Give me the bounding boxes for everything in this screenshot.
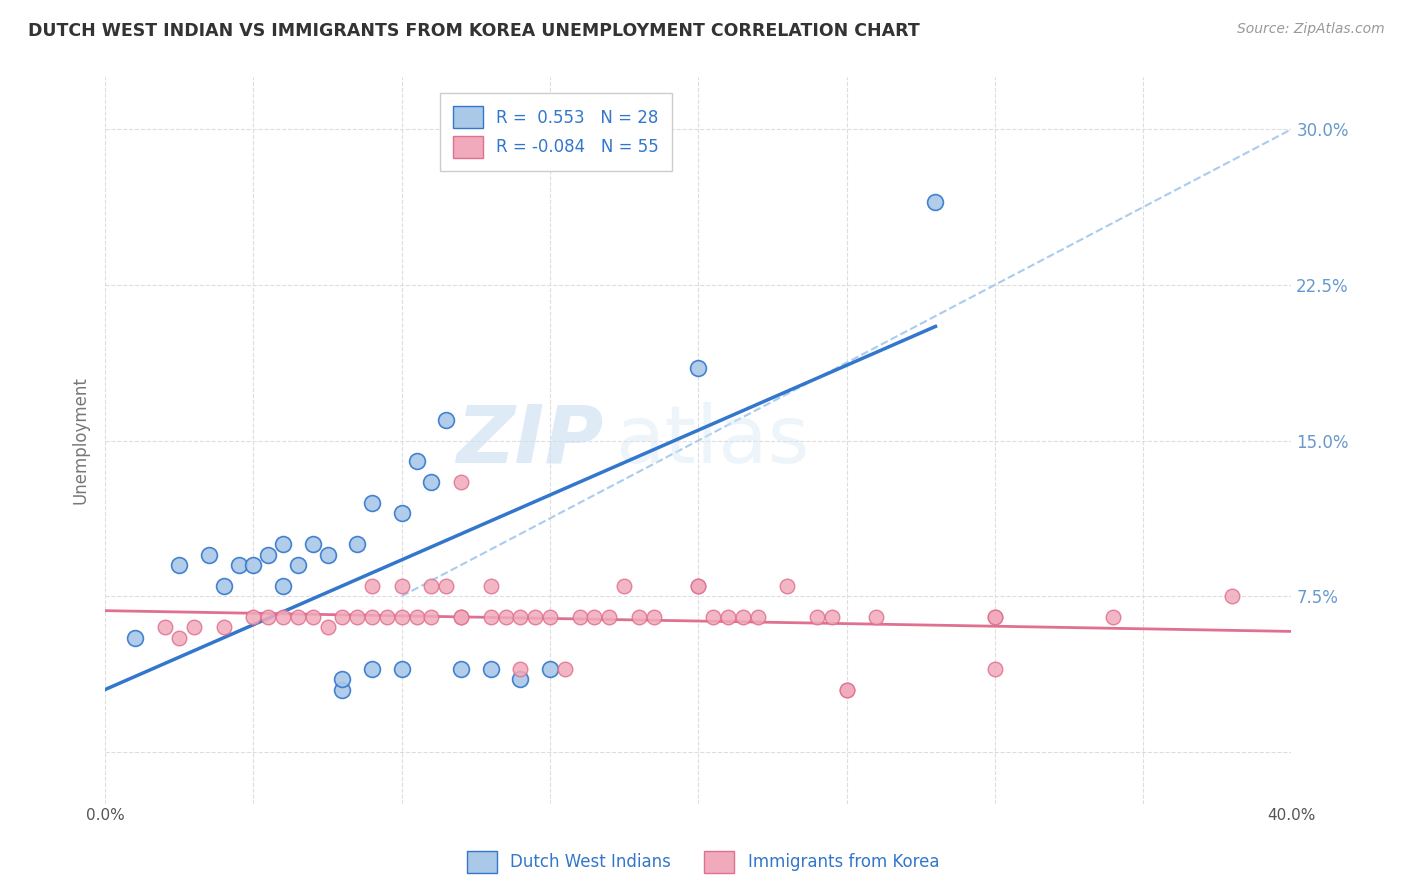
Point xyxy=(688,579,710,593)
Point xyxy=(509,672,531,686)
Point xyxy=(420,475,443,489)
Point xyxy=(301,610,323,624)
Legend: Dutch West Indians, Immigrants from Korea: Dutch West Indians, Immigrants from Kore… xyxy=(460,845,946,880)
Text: Source: ZipAtlas.com: Source: ZipAtlas.com xyxy=(1237,22,1385,37)
Point xyxy=(509,662,531,676)
Point xyxy=(538,662,561,676)
Text: atlas: atlas xyxy=(616,401,810,480)
Point xyxy=(257,610,280,624)
Point xyxy=(450,662,472,676)
Point xyxy=(212,620,235,634)
Point xyxy=(613,579,636,593)
Point xyxy=(643,610,665,624)
Point xyxy=(391,579,413,593)
Point xyxy=(479,610,502,624)
Point xyxy=(835,682,858,697)
Point xyxy=(924,194,946,209)
Point xyxy=(984,662,1007,676)
Point xyxy=(434,413,457,427)
Point xyxy=(405,610,427,624)
Point xyxy=(375,610,398,624)
Point xyxy=(509,610,531,624)
Point xyxy=(332,682,354,697)
Point xyxy=(301,537,323,551)
Text: DUTCH WEST INDIAN VS IMMIGRANTS FROM KOREA UNEMPLOYMENT CORRELATION CHART: DUTCH WEST INDIAN VS IMMIGRANTS FROM KOR… xyxy=(28,22,920,40)
Point xyxy=(316,548,339,562)
Point xyxy=(524,610,547,624)
Point xyxy=(420,610,443,624)
Point xyxy=(361,662,384,676)
Point xyxy=(169,631,191,645)
Point xyxy=(479,579,502,593)
Point xyxy=(865,610,887,624)
Point xyxy=(688,360,710,375)
Point xyxy=(183,620,205,634)
Point xyxy=(984,610,1007,624)
Point xyxy=(391,610,413,624)
Point xyxy=(153,620,176,634)
Point xyxy=(242,610,264,624)
Point xyxy=(538,610,561,624)
Point xyxy=(1102,610,1125,624)
Point xyxy=(271,610,294,624)
Point xyxy=(568,610,591,624)
Point xyxy=(361,579,384,593)
Point xyxy=(479,662,502,676)
Point xyxy=(583,610,606,624)
Point xyxy=(450,475,472,489)
Point xyxy=(688,579,710,593)
Point xyxy=(598,610,620,624)
Point xyxy=(835,682,858,697)
Y-axis label: Unemployment: Unemployment xyxy=(72,376,89,505)
Point xyxy=(212,579,235,593)
Point xyxy=(242,558,264,572)
Point xyxy=(717,610,740,624)
Point xyxy=(405,454,427,468)
Point xyxy=(257,548,280,562)
Point xyxy=(495,610,517,624)
Text: ZIP: ZIP xyxy=(456,401,603,480)
Point xyxy=(776,579,799,593)
Point xyxy=(627,610,650,624)
Point xyxy=(332,610,354,624)
Point xyxy=(346,610,368,624)
Point xyxy=(332,672,354,686)
Point xyxy=(821,610,844,624)
Point xyxy=(747,610,769,624)
Point xyxy=(1220,589,1243,603)
Point xyxy=(450,610,472,624)
Point xyxy=(391,506,413,520)
Legend: R =  0.553   N = 28, R = -0.084   N = 55: R = 0.553 N = 28, R = -0.084 N = 55 xyxy=(440,93,672,171)
Point xyxy=(434,579,457,593)
Point xyxy=(124,631,146,645)
Point xyxy=(361,496,384,510)
Point xyxy=(361,610,384,624)
Point xyxy=(316,620,339,634)
Point xyxy=(391,662,413,676)
Point xyxy=(271,579,294,593)
Point xyxy=(554,662,576,676)
Point xyxy=(169,558,191,572)
Point xyxy=(806,610,828,624)
Point xyxy=(731,610,754,624)
Point xyxy=(984,610,1007,624)
Point xyxy=(271,537,294,551)
Point xyxy=(420,579,443,593)
Point xyxy=(228,558,250,572)
Point xyxy=(346,537,368,551)
Point xyxy=(702,610,724,624)
Point xyxy=(287,610,309,624)
Point xyxy=(450,610,472,624)
Point xyxy=(287,558,309,572)
Point xyxy=(198,548,221,562)
